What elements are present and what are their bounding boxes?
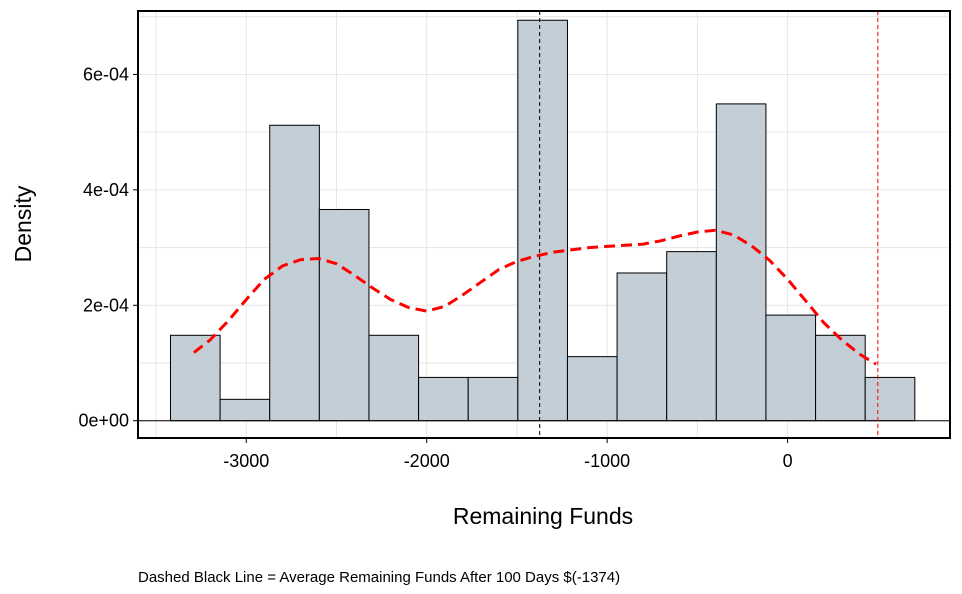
histogram-bar bbox=[715, 103, 767, 422]
histogram-bar bbox=[169, 334, 221, 422]
histogram-bar bbox=[368, 334, 420, 422]
histogram-bar bbox=[318, 208, 370, 422]
histogram-bar bbox=[269, 124, 320, 422]
x-tick-label: -2000 bbox=[404, 451, 450, 471]
histogram-bar bbox=[418, 376, 469, 422]
chart-caption: Dashed Black Line = Average Remaining Fu… bbox=[138, 569, 620, 586]
histogram-bar bbox=[666, 251, 717, 422]
histogram-bar bbox=[219, 398, 271, 422]
y-tick-label: 6e-04 bbox=[83, 64, 129, 84]
y-tick-label: 0e+00 bbox=[78, 411, 129, 431]
histogram-bars bbox=[169, 19, 916, 422]
histogram-bar bbox=[517, 19, 568, 422]
y-tick-label: 4e-04 bbox=[83, 180, 129, 200]
histogram-bar bbox=[616, 272, 668, 422]
x-tick-label: -1000 bbox=[584, 451, 630, 471]
histogram-bar bbox=[566, 356, 618, 422]
y-axis-title: Density bbox=[10, 185, 36, 262]
x-tick-label: 0 bbox=[783, 451, 793, 471]
histogram-bar bbox=[765, 314, 817, 422]
plot-panel-border bbox=[137, 10, 951, 439]
y-tick-label: 2e-04 bbox=[83, 295, 129, 315]
x-axis-ticks: -3000 -2000 -1000 0 bbox=[223, 438, 793, 471]
histogram-bar bbox=[467, 376, 519, 422]
histogram-bar bbox=[864, 376, 916, 422]
y-axis-ticks: 0e+00 2e-04 4e-04 6e-04 bbox=[78, 64, 138, 431]
x-axis-title: Remaining Funds bbox=[453, 503, 633, 529]
histogram-bar bbox=[815, 334, 866, 422]
x-tick-label: -3000 bbox=[223, 451, 269, 471]
